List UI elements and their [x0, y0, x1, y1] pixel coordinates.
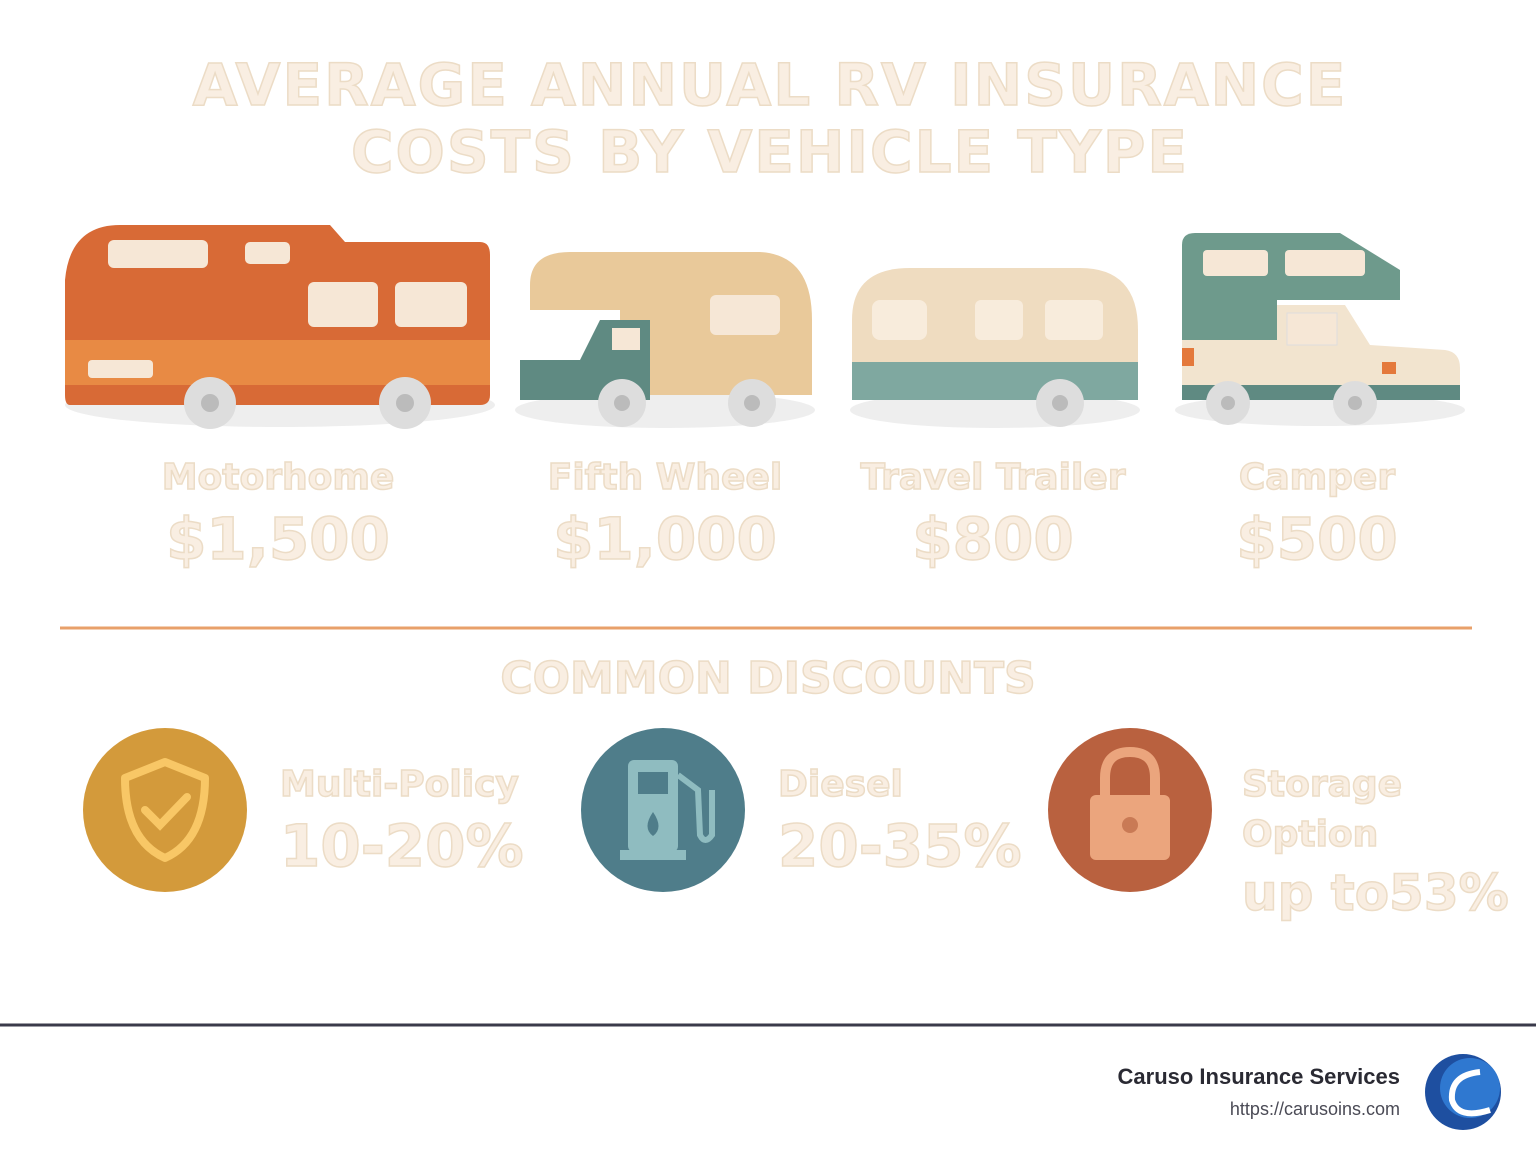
vehicle-label: Fifth Wheel [547, 457, 783, 498]
vehicle-cost: $1,000 [552, 505, 777, 573]
discount-label: Diesel [777, 763, 903, 806]
vehicle-cost: $800 [912, 505, 1075, 573]
discount-value: up to53% [1241, 864, 1509, 922]
discount-label: Multi-Policy [279, 763, 519, 806]
discount-value: 20-35% [777, 812, 1022, 880]
motorhome-illustration [65, 225, 495, 429]
shield-icon [83, 728, 247, 892]
camper-illustration [1175, 233, 1465, 426]
vehicle-cost: $1,500 [165, 505, 390, 573]
title: AVERAGE ANNUAL RV INSURANCE COSTS BY VEH… [192, 51, 1348, 187]
vehicle-label: Motorhome [161, 457, 395, 498]
lock-icon [1048, 728, 1212, 892]
company-name: Caruso Insurance Services [1117, 1064, 1400, 1089]
fifth-wheel-illustration [515, 252, 815, 428]
vehicle-label: Camper [1238, 457, 1396, 498]
travel-trailer-illustration [850, 268, 1140, 428]
vehicle-label: Travel Trailer [860, 457, 1126, 498]
discount-label: Storage Option [1241, 763, 1403, 856]
company-url: https://carusoins.com [1229, 1099, 1400, 1119]
section-heading: COMMON DISCOUNTS [500, 653, 1037, 704]
fuel-icon [581, 728, 745, 892]
logo [1425, 1054, 1501, 1130]
vehicle-cost: $500 [1236, 505, 1399, 573]
discount-value: 10-20% [279, 812, 524, 880]
